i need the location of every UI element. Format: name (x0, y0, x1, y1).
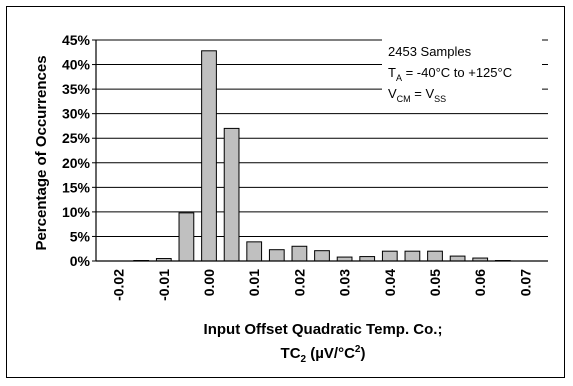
y-tick-label: 10% (62, 204, 91, 220)
y-tick-label: 30% (62, 106, 91, 122)
x-tick-label: -0.01 (156, 269, 172, 301)
x-tick-label: -0.02 (111, 269, 127, 301)
x-tick-label: 0.01 (246, 269, 262, 296)
y-tick-labels: 0% 5% 10% 15% 20% 25% 30% 35% 40% 45% (62, 32, 91, 269)
y-tick-label: 20% (62, 155, 91, 171)
bar (381, 250, 398, 262)
y-axis-title: Percentage of Occurrences (33, 55, 50, 250)
y-tick-label: 45% (62, 32, 91, 48)
bar (404, 250, 421, 262)
bar (291, 245, 308, 262)
x-tick-label: 0.05 (427, 269, 443, 296)
annotation-box-bg (382, 38, 542, 108)
bar (201, 50, 217, 262)
annotation-samples: 2453 Samples (388, 44, 472, 59)
y-tick-label: 35% (62, 81, 91, 97)
bar (449, 255, 466, 262)
x-tick-labels: -0.02 -0.01 0.00 0.01 0.02 0.03 0.04 0.05 0.06 0.… (111, 269, 534, 301)
y-tick-label: 0% (70, 253, 91, 269)
bar (246, 241, 263, 262)
axes (92, 39, 548, 262)
x-axis-title-line2: TC2 (µV/°C2) (281, 344, 366, 365)
x-tick-label: 0.06 (472, 269, 488, 296)
x-tick-label: 0.00 (201, 269, 217, 296)
y-tick-label: 25% (62, 130, 91, 146)
bar (314, 250, 330, 262)
bar (268, 249, 285, 262)
bar (178, 212, 195, 262)
annotation-temperature-range: TA = -40°C to +125°C (388, 65, 512, 83)
bar (223, 127, 240, 262)
bars (133, 50, 511, 262)
y-tick-label: 40% (62, 57, 91, 73)
bar (427, 250, 443, 262)
x-tick-label: 0.04 (382, 269, 398, 296)
x-tick-label: 0.02 (291, 269, 307, 296)
x-axis-title-line1: Input Offset Quadratic Temp. Co.; (204, 321, 443, 338)
y-tick-label: 15% (62, 179, 91, 195)
x-tick-label: 0.07 (517, 269, 533, 296)
x-tick-label: 0.03 (337, 269, 353, 296)
y-tick-label: 5% (70, 228, 91, 244)
bar (359, 256, 376, 262)
annotation-vcm: VCM = VSS (388, 86, 446, 104)
